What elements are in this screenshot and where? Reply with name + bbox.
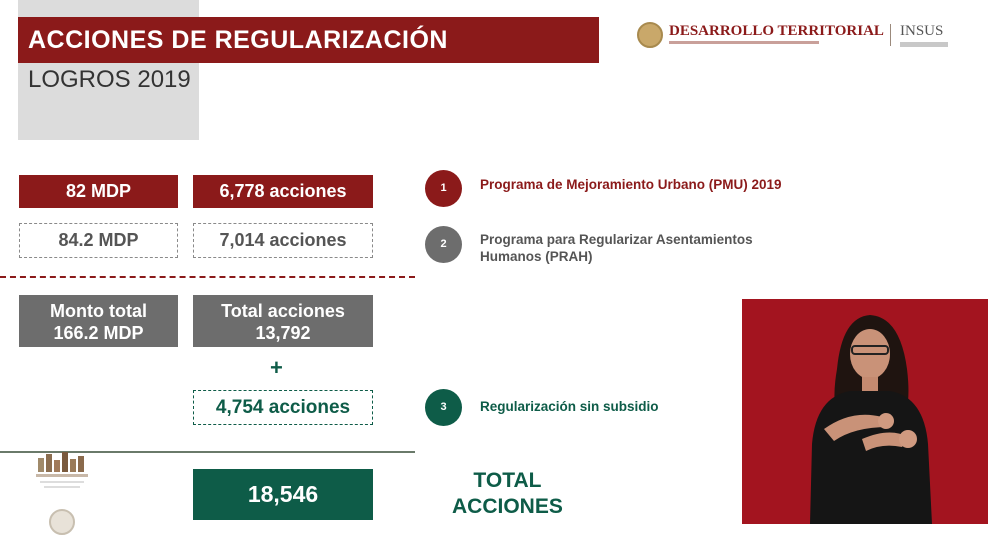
total-amount-value: 166.2 MDP	[53, 323, 144, 343]
brand-logo: DESARROLLO TERRITORIAL INSUS	[637, 20, 967, 54]
total-amount-box: Monto total 166.2 MDP	[19, 295, 178, 347]
section-divider-dashed	[0, 276, 415, 278]
page-subtitle: LOGROS 2019	[28, 66, 191, 93]
page-title: ACCIONES DE REGULARIZACIÓN	[18, 17, 599, 63]
national-seal-icon	[637, 22, 663, 48]
prah-amount-box: 84.2 MDP	[19, 223, 178, 258]
program-3-marker: 3	[425, 389, 462, 426]
sign-language-video	[742, 299, 988, 524]
program-1-marker: 1	[425, 170, 462, 207]
prah-actions-box: 7,014 acciones	[193, 223, 373, 258]
pmu-actions-box: 6,778 acciones	[193, 175, 373, 208]
total-actions-heading: TOTAL ACCIONES	[452, 468, 563, 520]
total-actions-value: 13,792	[255, 323, 311, 343]
total-amount-label: Monto total	[50, 301, 147, 321]
unsubsidized-actions-box: 4,754 acciones	[193, 390, 373, 425]
program-3-name: Regularización sin subsidio	[480, 399, 659, 414]
total-heading-line2: ACCIONES	[452, 495, 563, 518]
brand-partner-tagline-decoration	[900, 42, 948, 47]
emblem-icon	[36, 452, 88, 535]
pmu-amount-box: 82 MDP	[19, 175, 178, 208]
total-actions-box: Total acciones 13,792	[193, 295, 373, 347]
program-2-marker: 2	[425, 226, 462, 263]
program-1-name: Programa de Mejoramiento Urbano (PMU) 20…	[480, 177, 782, 192]
program-2-name: Programa para Regularizar Asentamientos …	[480, 231, 753, 265]
brand-name: DESARROLLO TERRITORIAL	[669, 23, 884, 39]
total-actions-label: Total acciones	[221, 301, 345, 321]
program-2-name-line2: Humanos (PRAH)	[480, 249, 593, 264]
program-2-name-line1: Programa para Regularizar Asentamientos	[480, 232, 753, 247]
grand-total-box: 18,546	[193, 469, 373, 520]
section-divider-solid	[0, 451, 415, 453]
logo-separator	[890, 24, 891, 46]
total-heading-line1: TOTAL	[473, 469, 542, 492]
sign-language-interpreter	[742, 299, 988, 524]
brand-partner: INSUS	[900, 23, 944, 39]
plus-sign: +	[270, 355, 283, 380]
brand-tagline-decoration	[669, 41, 819, 44]
